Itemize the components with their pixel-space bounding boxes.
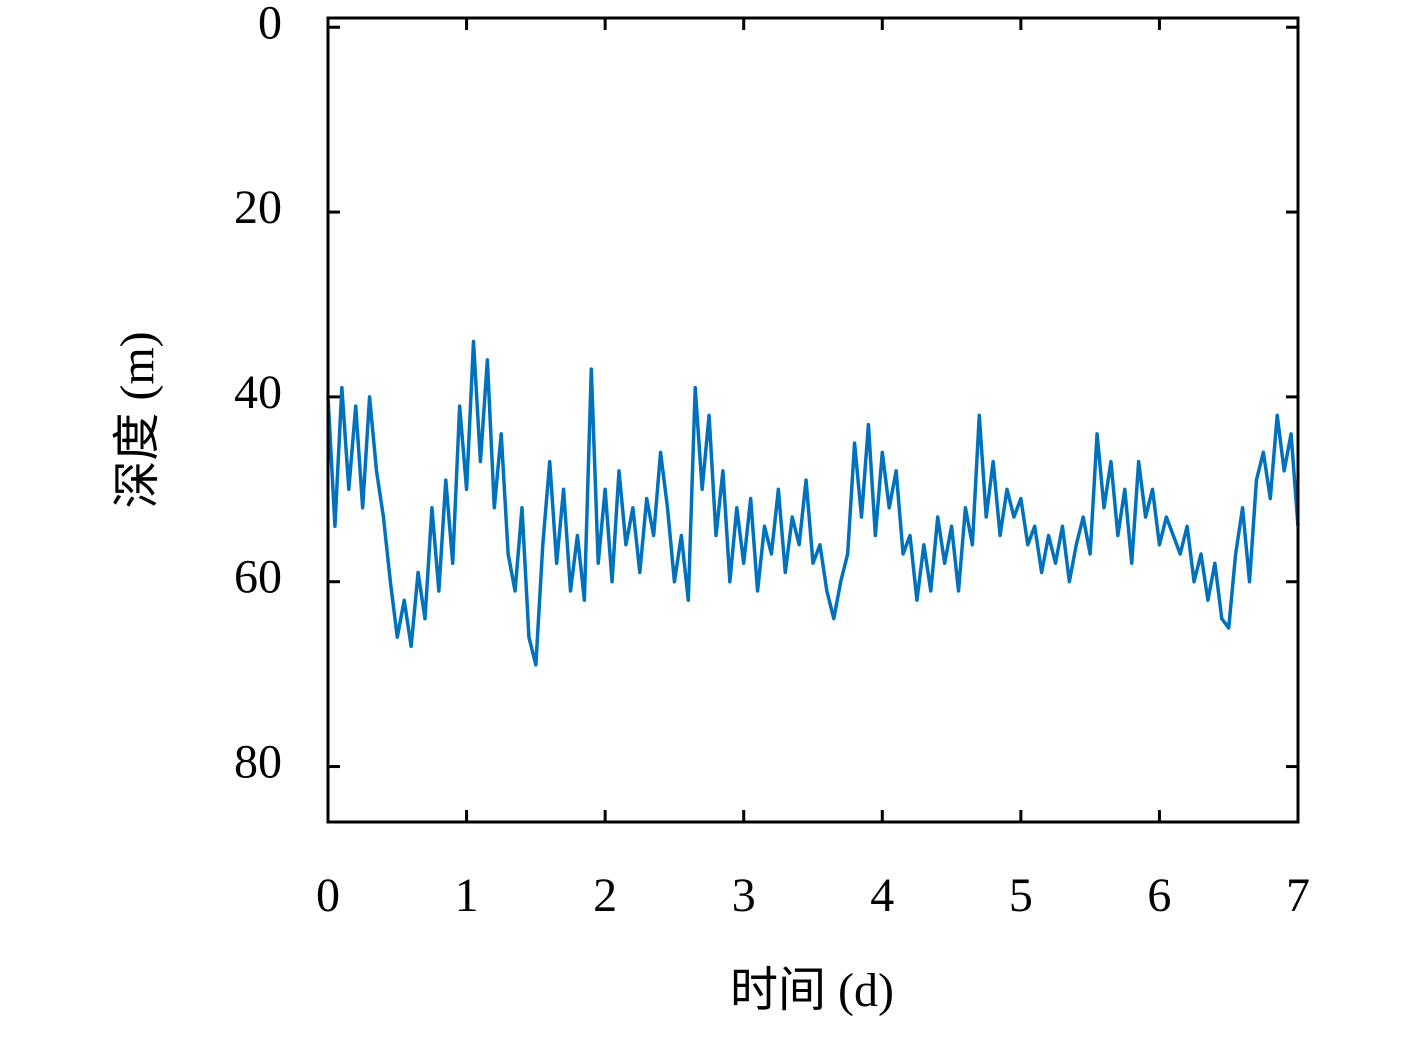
y-tick-label: 40: [234, 366, 282, 419]
y-tick-label: 0: [258, 0, 282, 49]
data-line: [326, 339, 1300, 667]
y-tick-label: 60: [234, 551, 282, 604]
x-tick-label: 3: [732, 869, 756, 922]
plot-frame: [326, 16, 1300, 824]
y-tick-label: 80: [234, 736, 282, 789]
x-tick-label: 1: [455, 869, 479, 922]
x-tick-label: 2: [593, 869, 617, 922]
y-axis-label: 深度 (m): [111, 331, 164, 508]
x-tick-label: 0: [316, 869, 340, 922]
x-tick-label: 7: [1286, 869, 1310, 922]
x-tick-label: 6: [1147, 869, 1171, 922]
x-tick-label: 4: [870, 869, 894, 922]
x-tick-label: 5: [1009, 869, 1033, 922]
x-axis-label: 时间 (d): [730, 964, 894, 1017]
y-tick-label: 20: [234, 181, 282, 234]
